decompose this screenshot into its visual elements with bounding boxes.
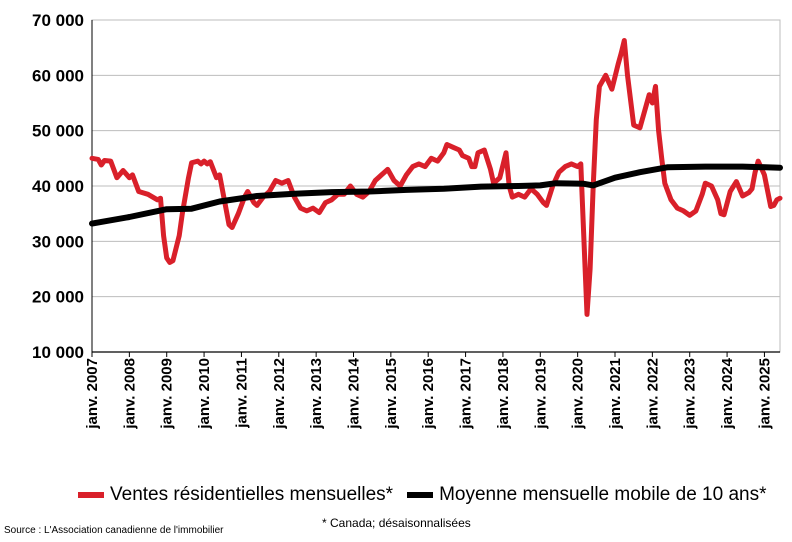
x-tick-label-5: janv. 2012 bbox=[271, 358, 288, 430]
moving-average-line bbox=[89, 163, 783, 227]
x-tick-label-2: janv. 2009 bbox=[159, 358, 176, 430]
x-tick-label-15: janv. 2022 bbox=[644, 358, 661, 430]
x-tick-label-9: janv. 2016 bbox=[420, 358, 437, 430]
x-tick-label-11: janv. 2018 bbox=[495, 358, 512, 430]
y-tick-label-1: 20 000 bbox=[32, 288, 84, 307]
x-tick-label-0: janv. 2007 bbox=[84, 358, 101, 430]
monthly-sales-line bbox=[89, 38, 783, 317]
x-tick-label-17: janv. 2024 bbox=[719, 357, 736, 429]
y-tick-label-6: 70 000 bbox=[32, 11, 84, 30]
x-tick-label-3: janv. 2010 bbox=[196, 358, 213, 430]
line-chart: 10 000 20 000 30 000 40 000 50 000 60 000 70 0… bbox=[32, 11, 783, 430]
y-tick-label-4: 50 000 bbox=[32, 122, 84, 141]
x-tick-label-7: janv. 2014 bbox=[346, 357, 363, 429]
x-tick-label-12: janv. 2019 bbox=[532, 358, 549, 430]
series-lines bbox=[89, 38, 783, 317]
x-tick-label-4: janv. 2011 bbox=[233, 358, 250, 429]
legend-item-monthly-sales: Ventes résidentielles mensuelles* bbox=[78, 484, 393, 506]
y-tick-label-2: 30 000 bbox=[32, 232, 84, 251]
x-tick-label-10: janv. 2017 bbox=[458, 358, 475, 430]
y-tick-label-5: 60 000 bbox=[32, 66, 84, 85]
footnote: * Canada; désaisonnalisées bbox=[322, 516, 471, 530]
legend-item-moving-average: Moyenne mensuelle mobile de 10 ans* bbox=[407, 484, 767, 506]
y-tick-label-0: 10 000 bbox=[32, 343, 84, 362]
x-axis-tick-labels: janv. 2007 janv. 2008 janv. 2009 janv. 2010… bbox=[84, 357, 773, 429]
x-tick-label-16: janv. 2023 bbox=[682, 358, 699, 430]
source-note: Source : L'Association canadienne de l'i… bbox=[4, 525, 224, 536]
y-axis-tick-labels: 10 000 20 000 30 000 40 000 50 000 60 000 70 0… bbox=[32, 11, 84, 362]
legend-swatch-black bbox=[407, 492, 434, 498]
x-tick-label-1: janv. 2008 bbox=[121, 358, 138, 430]
x-tick-label-13: janv. 2020 bbox=[570, 358, 587, 430]
x-tick-label-6: janv. 2013 bbox=[308, 358, 325, 430]
axes bbox=[91, 19, 781, 357]
legend-swatch-red bbox=[78, 492, 104, 498]
x-tick-label-14: janv. 2021 bbox=[607, 358, 624, 430]
x-tick-label-8: janv. 2015 bbox=[383, 358, 400, 430]
legend: Ventes résidentielles mensuelles* Moyenn… bbox=[78, 484, 767, 506]
legend-label-moving-average: Moyenne mensuelle mobile de 10 ans* bbox=[439, 484, 767, 505]
legend-label-monthly-sales: Ventes résidentielles mensuelles* bbox=[110, 484, 394, 505]
x-tick-label-18: janv. 2025 bbox=[756, 358, 773, 430]
y-tick-label-3: 40 000 bbox=[32, 177, 84, 196]
